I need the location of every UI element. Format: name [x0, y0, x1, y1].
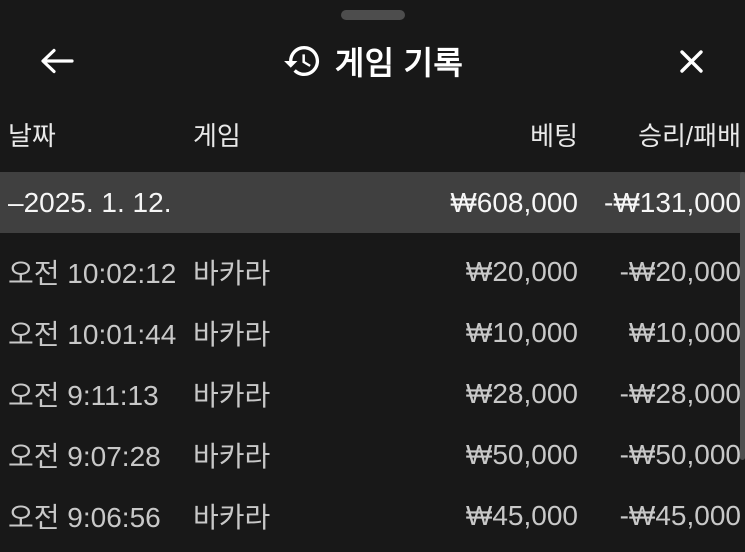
- title-group: 게임 기록: [282, 38, 463, 84]
- summary-result: -₩131,000: [604, 186, 741, 218]
- column-header-date: 날짜: [8, 120, 56, 151]
- table-row[interactable]: 오전 10:01:44 바카라 ₩10,000 ₩10,000: [0, 302, 745, 363]
- titlebar: 게임 기록: [0, 26, 745, 96]
- back-arrow-icon: [41, 48, 74, 74]
- row-result: ₩10,000: [628, 316, 741, 348]
- scrollbar[interactable]: [740, 172, 745, 460]
- row-result: -₩20,000: [619, 255, 741, 287]
- table-row[interactable]: 오전 10:02:12 바카라 ₩20,000 -₩20,000: [0, 241, 745, 302]
- column-header-bet: 베팅: [530, 120, 578, 151]
- row-time: 오전 10:01:44: [8, 318, 177, 350]
- row-game: 바카라: [193, 318, 271, 350]
- drag-handle[interactable]: [340, 10, 405, 20]
- table-header-row: 날짜 게임 베팅 승리/패배: [0, 96, 745, 172]
- column-header-game: 게임: [193, 120, 241, 151]
- table-row[interactable]: 오전 9:06:56 바카라 ₩45,000 -₩45,000: [0, 485, 745, 546]
- close-button[interactable]: [676, 46, 707, 77]
- row-bet: ₩45,000: [465, 499, 578, 531]
- row-time: 오전 9:11:13: [8, 379, 159, 411]
- row-result: -₩45,000: [619, 499, 741, 531]
- history-icon: [283, 46, 319, 76]
- row-game: 바카라: [193, 257, 271, 289]
- row-game: 바카라: [193, 440, 271, 472]
- row-result: -₩50,000: [619, 438, 741, 470]
- row-bet: ₩20,000: [465, 255, 578, 287]
- summary-bet: ₩608,000: [450, 186, 578, 218]
- summary-row[interactable]: –2025. 1. 12. ₩608,000 -₩131,000: [0, 172, 745, 233]
- table-row[interactable]: 오전 9:11:13 바카라 ₩28,000 -₩28,000: [0, 363, 745, 424]
- row-game: 바카라: [193, 379, 271, 411]
- row-time: 오전 9:07:28: [8, 440, 161, 472]
- row-result: -₩28,000: [619, 377, 741, 409]
- page-title: 게임 기록: [334, 45, 464, 81]
- row-bet: ₩50,000: [465, 438, 578, 470]
- row-time: 오전 9:06:56: [8, 501, 161, 533]
- column-header-result: 승리/패배: [638, 120, 741, 151]
- row-bet: ₩10,000: [465, 316, 578, 348]
- row-time: 오전 10:02:12: [8, 257, 177, 289]
- close-icon: [680, 49, 703, 73]
- row-game: 바카라: [193, 501, 271, 533]
- table-row[interactable]: 오전 9:07:28 바카라 ₩50,000 -₩50,000: [0, 424, 745, 485]
- back-button[interactable]: [38, 46, 76, 76]
- row-bet: ₩28,000: [465, 377, 578, 409]
- table-body: 오전 10:02:12 바카라 ₩20,000 -₩20,000 오전 10:0…: [0, 241, 745, 546]
- summary-date: –2025. 1. 12.: [8, 186, 172, 218]
- handle-row: [0, 0, 745, 26]
